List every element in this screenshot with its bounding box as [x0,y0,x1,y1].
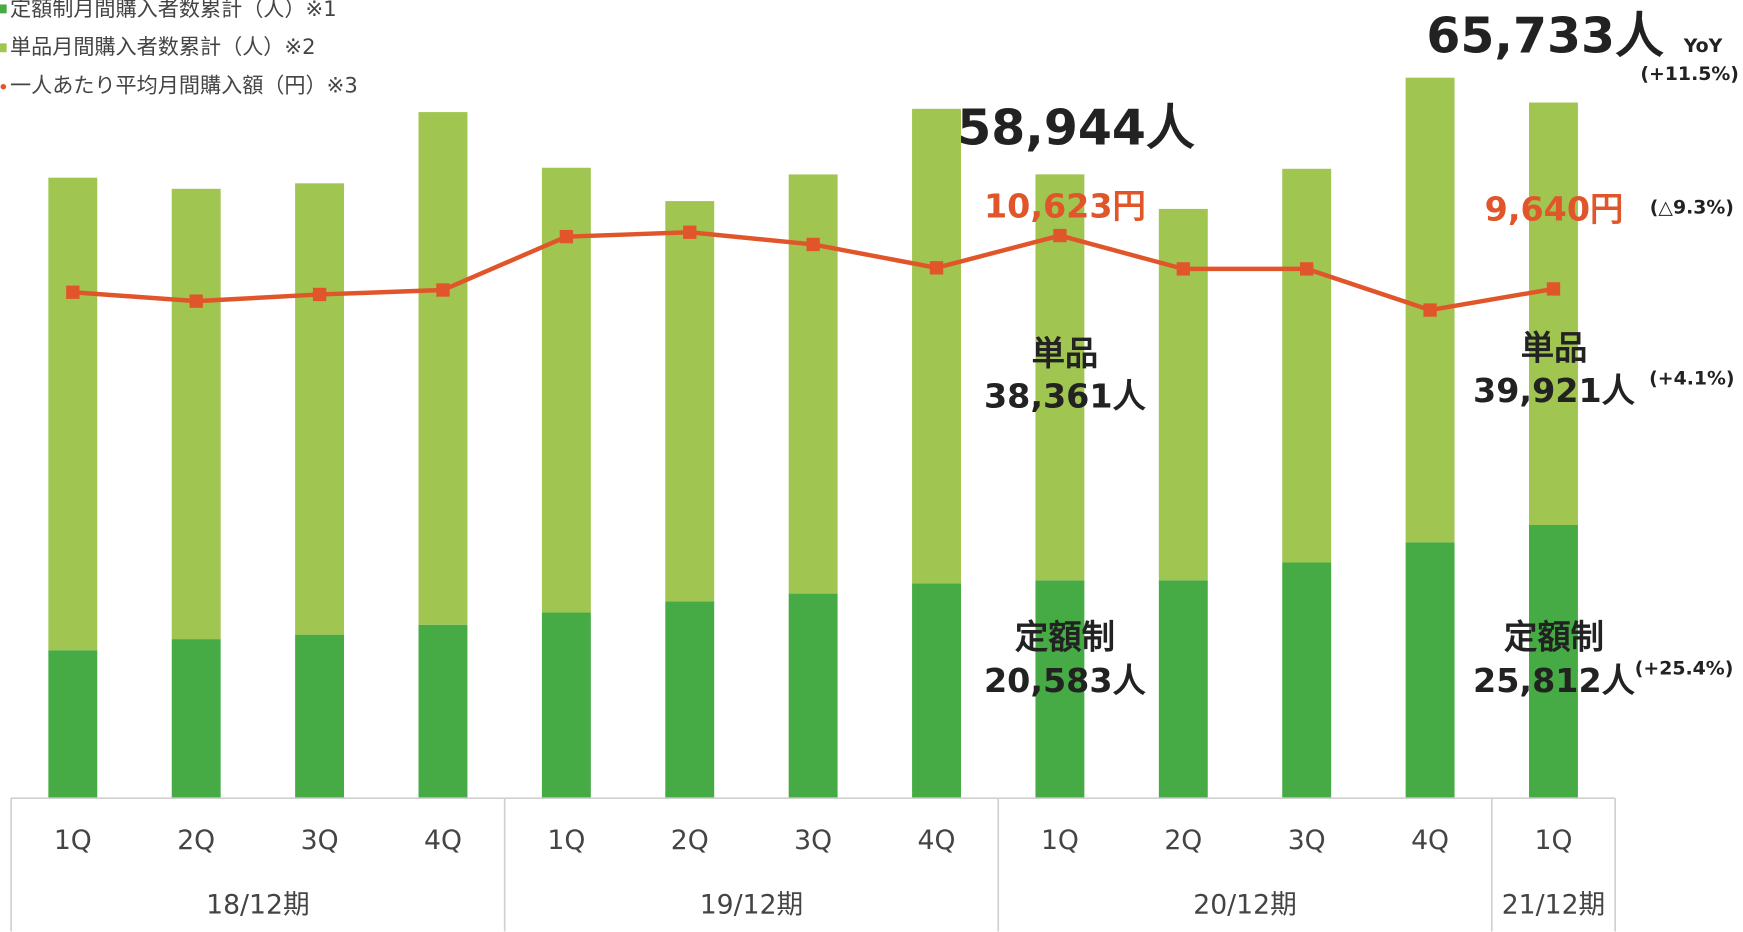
bar-segment [912,108,961,584]
bar-segment [1158,580,1208,799]
bar-segment [295,634,345,799]
x-tick-label: 2Q [1164,825,1202,856]
line-marker [1546,282,1561,296]
line-marker [189,294,203,308]
annotation: (+4.1%) [1649,368,1734,390]
annotation: 20,583人 [984,661,1147,700]
x-tick-label: 1Q [1534,825,1572,856]
bar-segment [1529,102,1578,525]
annotation: 単品 [1032,334,1099,373]
annotation: 10,623円 [984,186,1146,225]
line-marker [1053,228,1067,243]
annotation: (+11.5%) [1640,63,1739,85]
bar-segment [418,112,468,625]
bar-segment [48,650,98,799]
x-tick-label: 3Q [1288,825,1326,856]
line-marker [929,261,944,275]
bar-segment [171,639,221,799]
x-tick-label: 4Q [1411,825,1449,856]
x-tick-label: 3Q [301,825,339,856]
x-tick-label: 4Q [918,825,956,856]
legend-swatch [0,83,7,90]
annotations: 58,944人 65,733人 YoY (+11.5%) 10,623円 9,6… [957,7,1739,700]
x-tick-label: 2Q [671,825,709,856]
group-label: 21/12期 [1502,889,1605,920]
annotation: (△9.3%) [1650,196,1734,218]
legend-label: 定額制月間購入者数累計（人）※1 [10,0,337,21]
annotation: (+25.4%) [1635,658,1734,680]
x-tick-label: 1Q [54,825,92,856]
line-marker [436,283,450,297]
x-tick-label: 1Q [547,825,585,856]
annotation: 58,944人 [957,100,1195,157]
x-tick-label: 4Q [424,825,462,856]
bar-segment [295,183,345,635]
annotation: 38,361人 [984,376,1147,415]
annotation: 定額制 [1015,618,1115,657]
bar-segment [48,177,98,651]
line-marker [312,287,327,302]
bar-segment [788,593,838,799]
legend-swatch [0,43,7,53]
legend-label: 単品月間購入者数累計（人）※2 [10,34,316,59]
bar-segment [171,188,221,640]
x-tick-label: 3Q [794,825,832,856]
bar-segment [1282,168,1332,563]
bar-segment [1035,580,1085,799]
plot: 1Q 2Q 3Q 4Q 1Q 2Q 3Q 4Q 1Q 2Q 3Q 4Q 1Q 18/12期 19/12期 20… [10,77,1616,932]
group-label: 20/12期 [1193,889,1296,920]
line-marker [683,225,697,239]
line-marker [1423,303,1437,317]
line-marker [559,229,574,244]
annotation: 65,733人 [1426,7,1664,64]
bar-segment [912,583,961,799]
line-marker [1300,262,1314,276]
bar-segment [1529,524,1578,799]
bar-segment [418,624,468,799]
annotation: 39,921人 [1473,371,1636,410]
line-marker [66,285,80,299]
bar-segment [665,601,715,799]
annotation: 単品 [1521,329,1588,368]
legend-swatch [0,4,7,14]
bar-segment [541,612,591,799]
line-marker [1176,262,1190,276]
x-tick-label: 2Q [177,825,215,856]
annotation: YoY [1683,35,1723,57]
annotation: 25,812人 [1473,661,1636,700]
x-tick-label: 1Q [1041,825,1079,856]
group-label: 19/12期 [700,889,803,920]
group-label: 18/12期 [206,889,309,920]
legend-label: 一人あたり平均月間購入額（円）※3 [10,73,358,98]
bar-segment [788,174,838,594]
annotation: 定額制 [1504,618,1604,657]
bar-segment [665,201,715,602]
bar-segment [1405,542,1455,799]
line-marker [806,237,820,252]
bar-segment [1282,562,1332,799]
annotation: 9,640円 [1485,190,1624,229]
legend: 定額制月間購入者数累計（人）※1 単品月間購入者数累計（人）※2 一人あたり平均… [0,0,358,98]
